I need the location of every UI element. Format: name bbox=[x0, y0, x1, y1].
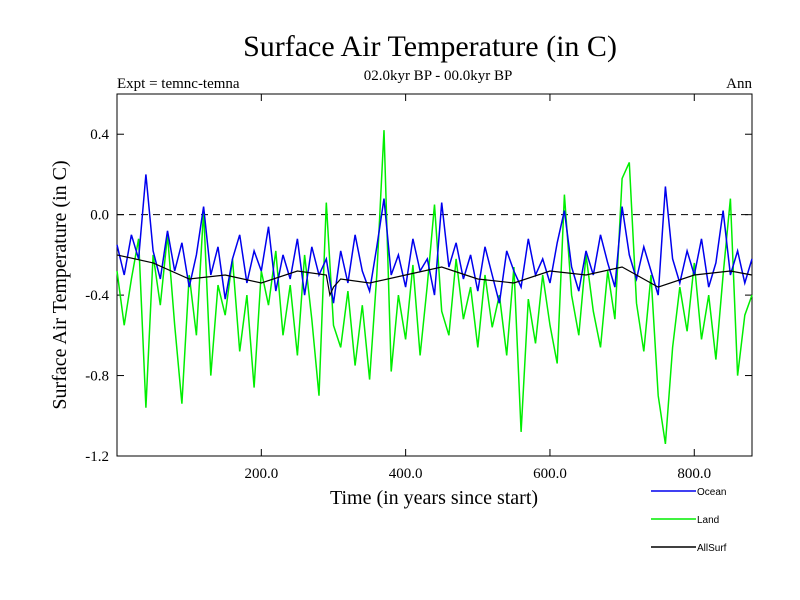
season-label: Ann bbox=[726, 76, 752, 92]
y-tick-label: -0.4 bbox=[85, 288, 109, 304]
experiment-label: Expt = temnc-temna bbox=[117, 76, 240, 92]
chart-title: Surface Air Temperature (in C) bbox=[243, 30, 617, 63]
series-line-allsurf bbox=[116, 254, 753, 298]
x-tick-label: 400.0 bbox=[389, 466, 423, 482]
series-line-ocean bbox=[116, 174, 753, 304]
legend-label-allsurf: AllSurf bbox=[697, 543, 727, 554]
y-axis-label: Surface Air Temperature (in C) bbox=[49, 160, 71, 409]
x-tick-label: 200.0 bbox=[244, 466, 278, 482]
legend-label-ocean: Ocean bbox=[697, 487, 726, 498]
legend-label-land: Land bbox=[697, 515, 719, 526]
y-tick-label: -1.2 bbox=[85, 449, 109, 465]
x-tick-label: 600.0 bbox=[533, 466, 567, 482]
series-line-land bbox=[116, 130, 753, 445]
y-tick-label: 0.0 bbox=[90, 208, 109, 224]
plot-area: 200.0 400.0 600.0 800.0 -1.2 -0.8 -0.4 0.0 0.4 bbox=[85, 93, 753, 482]
y-tick-label: 0.4 bbox=[90, 127, 109, 143]
legend: Ocean Land AllSurf bbox=[651, 487, 727, 554]
y-tick-label: -0.8 bbox=[85, 369, 109, 385]
x-axis-label: Time (in years since start) bbox=[330, 487, 538, 509]
plot-frame bbox=[116, 93, 753, 457]
chart-subtitle: 02.0kyr BP - 00.0kyr BP bbox=[364, 68, 513, 84]
x-tick-label: 800.0 bbox=[677, 466, 711, 482]
